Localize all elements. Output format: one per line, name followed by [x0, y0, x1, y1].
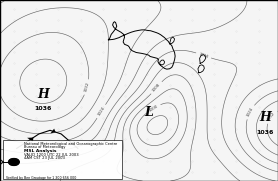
- Text: 1016: 1016: [198, 52, 209, 59]
- Polygon shape: [50, 129, 56, 133]
- Text: 1024: 1024: [97, 106, 106, 117]
- Text: 4AM CST 23 JUL 2003: 4AM CST 23 JUL 2003: [24, 156, 64, 160]
- Text: 1000: 1000: [148, 104, 159, 113]
- Text: H: H: [37, 88, 49, 101]
- Text: Verified by Ben Groutage for 1 300 656 000: Verified by Ben Groutage for 1 300 656 0…: [6, 176, 76, 180]
- Text: MSL Analysis: MSL Analysis: [24, 149, 56, 153]
- Polygon shape: [27, 138, 33, 142]
- Text: 1024: 1024: [246, 107, 254, 117]
- Text: 1036: 1036: [34, 106, 52, 111]
- Text: VALID 1200 UTC 22 JUL 2003: VALID 1200 UTC 22 JUL 2003: [24, 153, 78, 157]
- Polygon shape: [68, 141, 75, 145]
- Text: H: H: [260, 111, 271, 124]
- Circle shape: [9, 159, 19, 165]
- Text: 1036: 1036: [257, 130, 274, 135]
- Text: 1008: 1008: [152, 83, 162, 93]
- Text: 1032: 1032: [267, 111, 276, 122]
- Bar: [3, 140, 122, 179]
- Text: National Meteorological and Oceanographic Centre: National Meteorological and Oceanographi…: [24, 142, 117, 146]
- Text: 1032: 1032: [84, 82, 90, 93]
- Text: Bureau of Meteorology: Bureau of Meteorology: [24, 145, 65, 149]
- Text: L: L: [144, 106, 153, 119]
